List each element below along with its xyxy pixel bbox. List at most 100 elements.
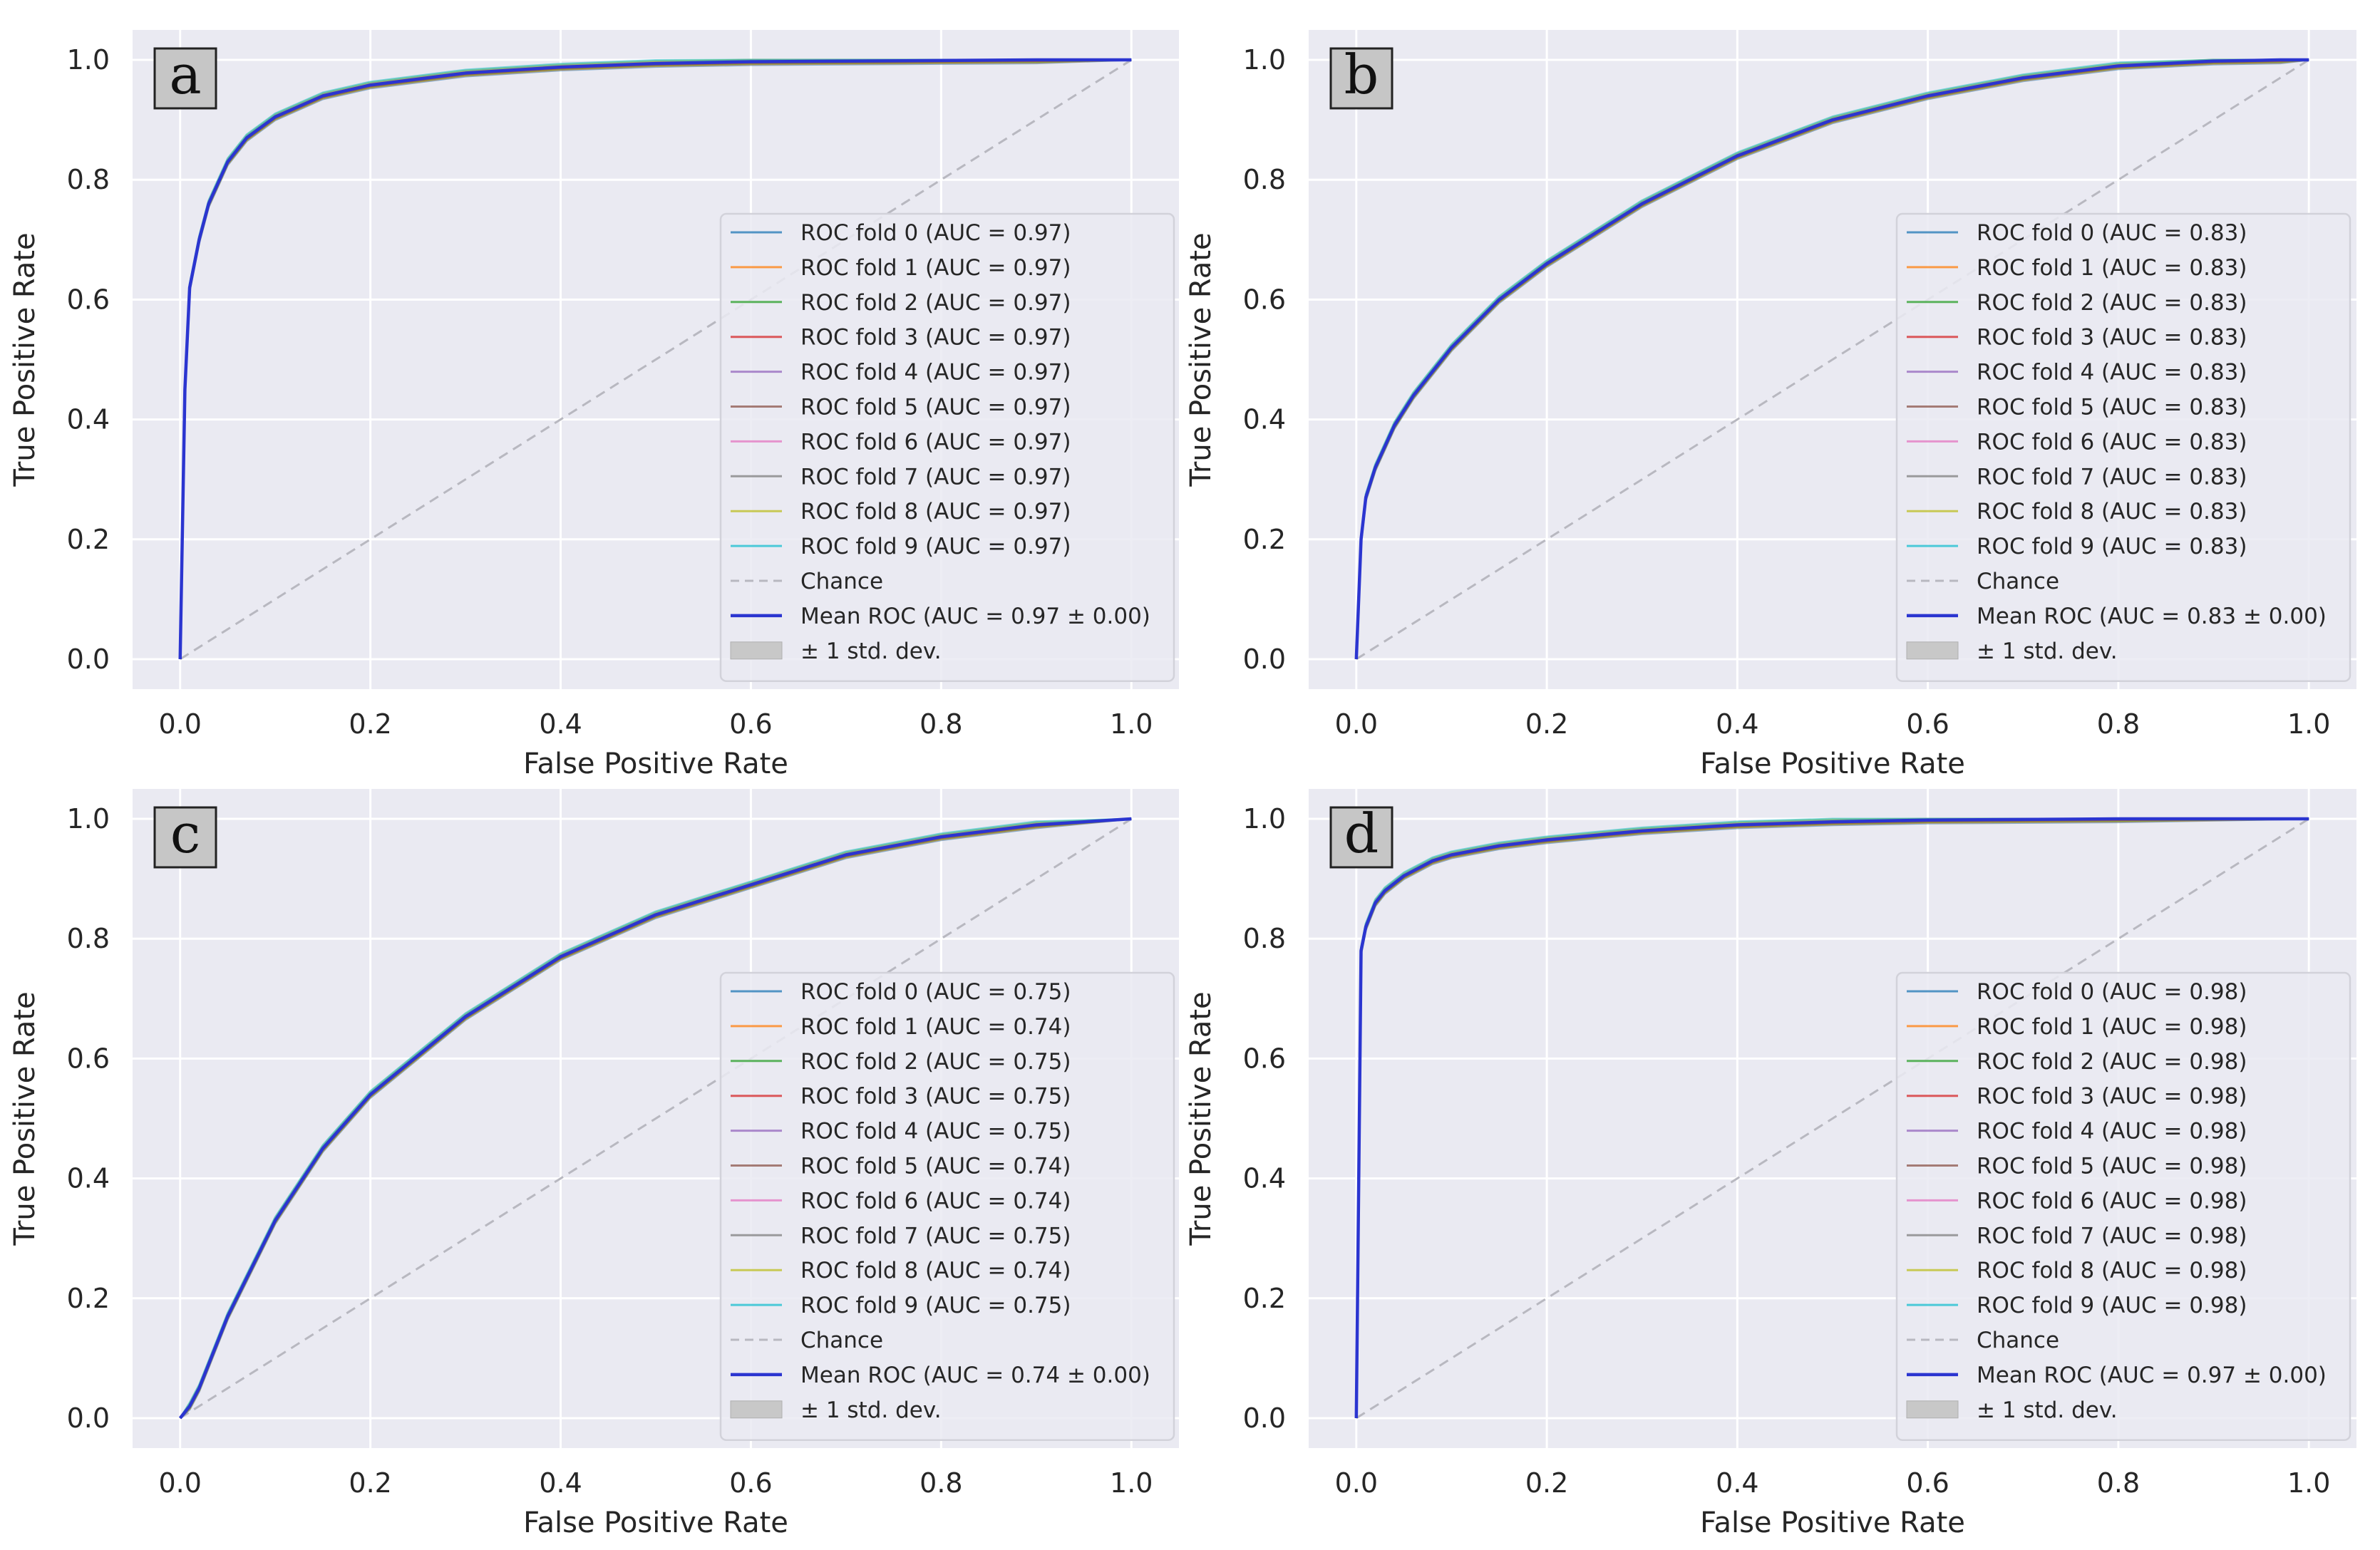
legend-label: ROC fold 6 (AUC = 0.97) xyxy=(800,429,1071,455)
x-tick-label: 0.4 xyxy=(1716,1467,1758,1499)
legend-label: ROC fold 0 (AUC = 0.98) xyxy=(1977,979,2247,1005)
legend-label: ROC fold 7 (AUC = 0.97) xyxy=(800,464,1071,490)
legend-label: ROC fold 6 (AUC = 0.83) xyxy=(1977,429,2247,455)
chance-line xyxy=(1356,817,2309,1420)
y-tick-label: 0.4 xyxy=(1243,404,1286,435)
y-tick-label: 0.6 xyxy=(1243,1043,1286,1074)
y-tick-label: 0.2 xyxy=(1243,524,1286,555)
x-tick-label: 0.0 xyxy=(159,708,202,740)
legend-label: ROC fold 8 (AUC = 0.98) xyxy=(1977,1258,2247,1283)
panel-a: 0.0 0.2 0.4 0.6 0.8 1.0 0.0 0.2 0.4 0.6 0.8 1.0 Fals… xyxy=(9,30,1179,780)
legend-label: Mean ROC (AUC = 0.97 ± 0.00) xyxy=(800,604,1150,629)
legend-label: ROC fold 6 (AUC = 0.74) xyxy=(800,1188,1071,1214)
chance-line xyxy=(179,817,1133,1420)
panel-letter: b xyxy=(1344,43,1379,106)
y-axis-label: True Positive Rate xyxy=(1185,232,1217,487)
x-tick-label: 0.8 xyxy=(919,1467,962,1499)
panel-c: 0.0 0.2 0.4 0.6 0.8 1.0 0.0 0.2 0.4 0.6 0.8 1.0 Fals… xyxy=(9,789,1179,1539)
legend-label: Mean ROC (AUC = 0.97 ± 0.00) xyxy=(1977,1363,2327,1388)
legend-label: ROC fold 1 (AUC = 0.97) xyxy=(800,255,1071,281)
legend-label: ROC fold 8 (AUC = 0.83) xyxy=(1977,499,2247,525)
legend-swatch-std xyxy=(1906,641,1959,660)
legend-label: ROC fold 9 (AUC = 0.75) xyxy=(800,1293,1071,1318)
panel-b: 0.0 0.2 0.4 0.6 0.8 1.0 0.0 0.2 0.4 0.6 0.8 1.0 Fals… xyxy=(1185,30,2356,780)
legend-label: ROC fold 0 (AUC = 0.83) xyxy=(1977,220,2247,246)
legend-label: ± 1 std. dev. xyxy=(1977,639,2118,664)
y-tick-label: 0.8 xyxy=(67,164,110,195)
legend: ROC fold 0 (AUC = 0.98) ROC fold 1 (AUC =… xyxy=(1895,971,2351,1441)
mean-roc-line xyxy=(1354,817,2309,1418)
x-tick-label: 1.0 xyxy=(2287,708,2330,740)
legend-label: ROC fold 7 (AUC = 0.83) xyxy=(1977,464,2247,490)
legend-swatch-std xyxy=(730,1400,783,1419)
legend: ROC fold 0 (AUC = 0.75) ROC fold 1 (AUC =… xyxy=(719,971,1175,1441)
legend-label: Chance xyxy=(800,569,883,594)
legend-label: ROC fold 8 (AUC = 0.97) xyxy=(800,499,1071,525)
y-tick-label: 0.8 xyxy=(1243,164,1286,195)
x-tick-label: 0.8 xyxy=(2097,1467,2140,1499)
x-tick-label: 0.2 xyxy=(1525,708,1568,740)
x-tick-label: 0.4 xyxy=(539,708,582,740)
legend-label: ± 1 std. dev. xyxy=(1977,1397,2118,1423)
mean-roc-line xyxy=(1354,58,2309,660)
legend-label: Chance xyxy=(1977,1328,2059,1353)
legend-label: ROC fold 9 (AUC = 0.98) xyxy=(1977,1293,2247,1318)
legend-label: ROC fold 5 (AUC = 0.97) xyxy=(800,395,1071,420)
y-axis-label: True Positive Rate xyxy=(9,232,41,487)
legend-label: Mean ROC (AUC = 0.83 ± 0.00) xyxy=(1977,604,2327,629)
y-tick-label: 0.4 xyxy=(1243,1163,1286,1194)
x-tick-label: 0.6 xyxy=(1906,1467,1949,1499)
y-tick-label: 0.6 xyxy=(1243,284,1286,315)
x-axis-label: False Positive Rate xyxy=(1700,748,1965,780)
y-tick-label: 1.0 xyxy=(67,803,110,835)
y-tick-label: 1.0 xyxy=(1243,44,1286,76)
mean-roc-line xyxy=(178,817,1132,1420)
x-axis-label: False Positive Rate xyxy=(523,1507,788,1539)
x-tick-label: 0.2 xyxy=(349,708,391,740)
legend-label: ROC fold 4 (AUC = 0.98) xyxy=(1977,1119,2247,1145)
mean-roc-line xyxy=(178,58,1132,659)
x-tick-label: 0.8 xyxy=(919,708,962,740)
panel-d: 0.0 0.2 0.4 0.6 0.8 1.0 0.0 0.2 0.4 0.6 0.8 1.0 Fals… xyxy=(1185,789,2356,1539)
y-tick-label: 1.0 xyxy=(1243,803,1286,835)
x-tick-label: 0.6 xyxy=(729,708,772,740)
y-tick-label: 0.0 xyxy=(67,1402,110,1434)
x-axis-label: False Positive Rate xyxy=(1700,1507,1965,1539)
legend-box xyxy=(719,971,1175,1441)
y-tick-label: 0.2 xyxy=(67,1283,110,1314)
y-tick-label: 0.0 xyxy=(1243,1402,1286,1434)
legend-label: ROC fold 1 (AUC = 0.98) xyxy=(1977,1014,2247,1040)
y-tick-label: 0.4 xyxy=(67,404,110,435)
legend-label: ROC fold 7 (AUC = 0.98) xyxy=(1977,1223,2247,1249)
legend-label: ROC fold 2 (AUC = 0.98) xyxy=(1977,1049,2247,1075)
y-tick-label: 0.8 xyxy=(67,923,110,954)
legend-label: ROC fold 1 (AUC = 0.74) xyxy=(800,1014,1071,1040)
y-tick-label: 0.2 xyxy=(1243,1283,1286,1314)
legend-box xyxy=(719,212,1175,682)
legend-label: ROC fold 1 (AUC = 0.83) xyxy=(1977,255,2247,281)
y-axis-label: True Positive Rate xyxy=(9,991,41,1246)
legend-label: ROC fold 3 (AUC = 0.98) xyxy=(1977,1084,2247,1110)
x-tick-label: 0.0 xyxy=(159,1467,202,1499)
legend-label: Chance xyxy=(800,1328,883,1353)
panel-letter-box xyxy=(153,806,217,869)
legend-label: ROC fold 0 (AUC = 0.75) xyxy=(800,979,1071,1005)
chance-line xyxy=(1356,58,2309,661)
legend-label: ROC fold 5 (AUC = 0.98) xyxy=(1977,1154,2247,1179)
panel-letter-box xyxy=(153,47,217,110)
x-tick-label: 0.6 xyxy=(1906,708,1949,740)
legend-label: ROC fold 5 (AUC = 0.74) xyxy=(800,1154,1071,1179)
legend-swatch-std xyxy=(1906,1400,1959,1419)
panel-letter-box xyxy=(1329,47,1394,110)
legend-label: ROC fold 6 (AUC = 0.98) xyxy=(1977,1188,2247,1214)
y-tick-label: 0.0 xyxy=(1243,644,1286,675)
x-tick-label: 0.2 xyxy=(1525,1467,1568,1499)
y-tick-label: 0.2 xyxy=(67,524,110,555)
legend-label: ROC fold 7 (AUC = 0.75) xyxy=(800,1223,1071,1249)
x-tick-label: 1.0 xyxy=(1110,1467,1153,1499)
x-tick-label: 0.0 xyxy=(1335,708,1378,740)
legend-label: ROC fold 3 (AUC = 0.97) xyxy=(800,325,1071,351)
legend-label: ROC fold 9 (AUC = 0.83) xyxy=(1977,534,2247,559)
legend-label: ROC fold 2 (AUC = 0.75) xyxy=(800,1049,1071,1075)
